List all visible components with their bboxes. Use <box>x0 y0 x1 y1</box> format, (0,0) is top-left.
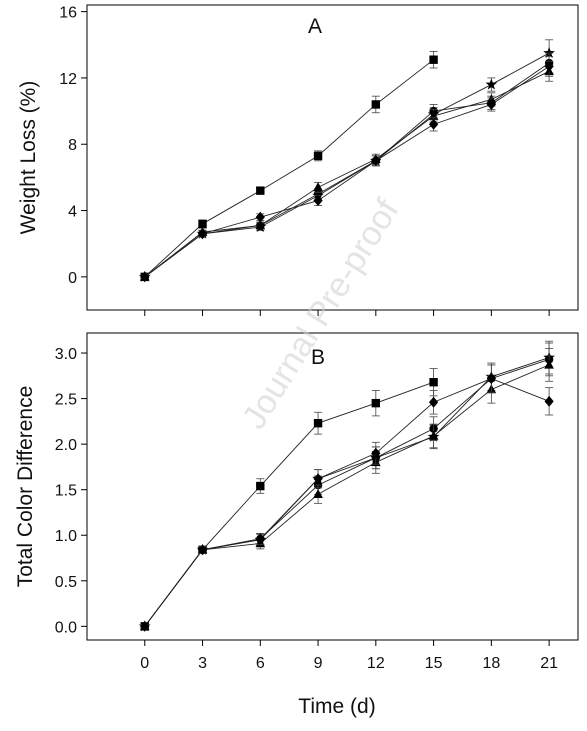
marker-diamond <box>544 395 554 407</box>
x-tick-label: 9 <box>314 655 323 672</box>
marker-diamond <box>313 473 323 485</box>
marker-triangle <box>255 220 266 230</box>
y-tick-label: 0 <box>68 270 77 287</box>
marker-diamond <box>544 60 554 72</box>
marker-diamond <box>140 271 150 283</box>
series-line <box>144 381 434 627</box>
marker-square <box>371 100 381 109</box>
y-tick-label: 16 <box>59 5 77 22</box>
panel-label: B <box>311 346 325 369</box>
x-tick-label: 21 <box>540 655 558 672</box>
marker-triangle <box>313 182 323 192</box>
marker-diamond <box>428 118 439 130</box>
marker-triangle <box>428 430 439 440</box>
series-star <box>138 340 555 632</box>
marker-diamond <box>255 533 265 545</box>
y-axis-label: Total Color Difference <box>14 386 37 588</box>
marker-diamond <box>140 620 150 632</box>
y-tick-label: 12 <box>59 71 77 88</box>
series-line <box>144 59 434 278</box>
x-tick-label: 15 <box>425 655 443 672</box>
marker-diamond <box>486 373 496 385</box>
x-tick-label: 18 <box>482 655 500 672</box>
y-tick-label: 1.0 <box>55 528 77 545</box>
y-tick-label: 2.0 <box>55 437 77 454</box>
marker-triangle <box>313 488 323 499</box>
marker-diamond <box>428 396 439 408</box>
y-tick-label: 2.5 <box>55 392 77 409</box>
panel-b: 0.0 0.5 1.0 1.5 2.0 2.5 3.0 0 3 6 9 12 15 18 21 Total C… <box>14 332 579 672</box>
series-line <box>144 378 550 627</box>
x-tick-label: 12 <box>367 655 385 672</box>
marker-square <box>313 418 323 428</box>
x-tick-label: 3 <box>198 655 207 672</box>
series-diamond <box>140 55 554 283</box>
y-axis-label: Weight Loss (%) <box>17 81 40 235</box>
marker-square <box>429 55 438 64</box>
marker-diamond <box>255 211 265 223</box>
series-line <box>144 65 550 278</box>
marker-square <box>371 398 381 408</box>
marker-diamond <box>197 228 208 240</box>
marker-square <box>256 186 265 195</box>
marker-star <box>543 46 555 58</box>
series-triangle <box>139 348 554 631</box>
marker-diamond <box>313 195 323 207</box>
marker-square <box>198 219 207 229</box>
y-tick-label: 1.5 <box>55 483 77 500</box>
marker-diamond <box>197 544 208 556</box>
marker-diamond <box>371 155 381 167</box>
series-line <box>144 358 550 627</box>
panels-group: 0 4 8 12 16 Weight Loss (%) A 0.0 0.5 1.0 1.5 2.0 2.… <box>14 4 579 672</box>
marker-circle <box>313 189 323 199</box>
plot-frame <box>86 332 579 641</box>
series-diamond <box>140 364 554 632</box>
series-square <box>140 368 438 631</box>
x-tick-label: 0 <box>140 655 149 672</box>
marker-diamond <box>371 447 381 459</box>
marker-star <box>485 78 498 90</box>
series-line <box>144 364 550 627</box>
series-line <box>144 62 550 278</box>
y-tick-label: 0.5 <box>55 574 77 591</box>
x-axis-label: Time (d) <box>298 695 375 718</box>
series-line <box>144 357 550 627</box>
x-tick-label: 6 <box>256 655 265 672</box>
marker-square <box>429 377 438 387</box>
y-tick-label: 4 <box>68 204 77 221</box>
y-tick-label: 0.0 <box>55 619 77 636</box>
plot-frame <box>86 4 579 311</box>
marker-square <box>313 151 323 161</box>
marker-square <box>256 481 265 491</box>
marker-triangle <box>544 359 554 369</box>
panel-a: 0 4 8 12 16 Weight Loss (%) A <box>17 4 579 316</box>
marker-diamond <box>486 98 496 110</box>
y-tick-label: 3.0 <box>55 346 77 363</box>
y-tick-label: 8 <box>68 137 77 154</box>
panel-label: A <box>308 15 322 38</box>
